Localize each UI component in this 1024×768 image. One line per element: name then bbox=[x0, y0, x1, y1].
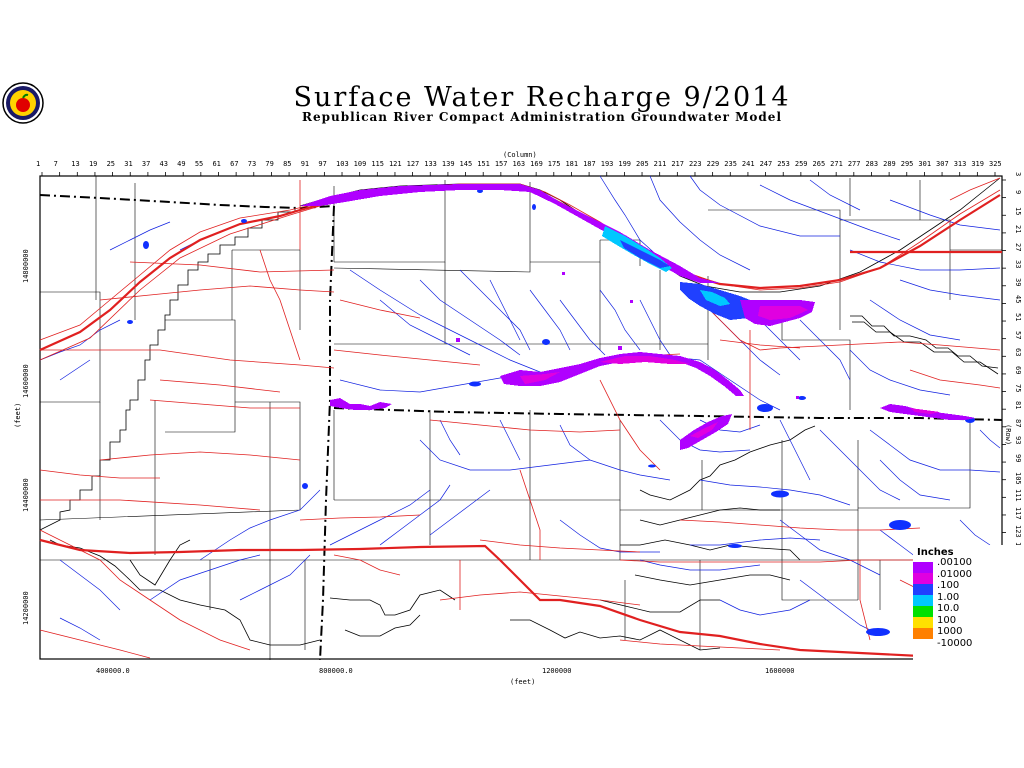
column-tick-label: 7 bbox=[53, 160, 58, 168]
column-tick-label: 61 bbox=[212, 160, 221, 168]
column-tick-label: 43 bbox=[159, 160, 168, 168]
column-tick-label: 169 bbox=[530, 160, 543, 168]
column-tick-label: 109 bbox=[353, 160, 367, 168]
column-tick-label: 31 bbox=[124, 160, 133, 168]
map-title: Surface Water Recharge 9/2014 bbox=[293, 82, 791, 113]
legend-title: Inches bbox=[917, 547, 954, 558]
apple-seal-icon bbox=[2, 82, 44, 124]
column-tick-label: 313 bbox=[953, 160, 967, 168]
legend-swatch bbox=[913, 573, 933, 584]
column-tick-label: 301 bbox=[918, 160, 932, 168]
column-tick-label: 67 bbox=[230, 160, 239, 168]
legend-swatch bbox=[913, 628, 933, 639]
column-tick-label: 73 bbox=[247, 160, 257, 168]
column-tick-label: 163 bbox=[512, 160, 526, 168]
column-tick-label: 157 bbox=[494, 160, 508, 168]
recharge-zone-north-channel bbox=[300, 184, 720, 283]
column-tick-label: 235 bbox=[724, 160, 737, 168]
column-tick-label: 187 bbox=[583, 160, 596, 168]
legend-label: .100 bbox=[937, 580, 960, 591]
column-tick-label: 277 bbox=[847, 160, 861, 168]
column-tick-label: 265 bbox=[812, 160, 826, 168]
column-tick-label: 19 bbox=[88, 160, 98, 168]
legend-label: 1.00 bbox=[937, 591, 960, 603]
recharge-cells bbox=[300, 184, 975, 450]
column-tick-label: 217 bbox=[671, 160, 684, 168]
x-tick-label: 800000.0 bbox=[319, 667, 353, 675]
legend-label: 100 bbox=[937, 614, 957, 626]
column-tick-label: 271 bbox=[830, 160, 843, 168]
legend-swatch bbox=[913, 584, 933, 595]
column-tick-label: 1 bbox=[36, 160, 41, 168]
x-tick-label: 1600000 bbox=[765, 667, 795, 675]
legend-swatch bbox=[913, 562, 933, 573]
column-tick-label: 127 bbox=[406, 160, 420, 168]
column-tick-label: 319 bbox=[971, 160, 984, 168]
legend-swatch bbox=[913, 606, 933, 617]
legend-swatch bbox=[913, 595, 933, 606]
legend: Inches .00100.01000.100 1.00 10.0 100 1000 -1… bbox=[913, 545, 1023, 660]
column-tick-label: 253 bbox=[777, 160, 790, 168]
legend-swatch bbox=[913, 617, 933, 628]
column-tick-label: 85 bbox=[283, 160, 292, 168]
column-tick-label: 199 bbox=[618, 160, 632, 168]
column-tick-label: 151 bbox=[477, 160, 490, 168]
legend-label: .01000 bbox=[937, 568, 972, 580]
column-tick-label: 325 bbox=[989, 160, 1002, 168]
column-tick-label: 121 bbox=[388, 160, 402, 168]
column-tick-label: 103 bbox=[336, 160, 349, 168]
column-tick-label: 193 bbox=[600, 160, 614, 168]
column-tick-label: 259 bbox=[794, 160, 808, 168]
column-tick-label: 139 bbox=[441, 160, 455, 168]
column-tick-label: 49 bbox=[177, 160, 186, 168]
column-tick-row: 1 7 13 19 25 31 37 43 49 55 61 67 73 79 85 91 97 103 109 11… bbox=[0, 160, 1024, 172]
legend-labels: .00100.01000.100 1.00 10.0 100 1000 -10000 bbox=[937, 557, 972, 649]
legend-swatches bbox=[913, 562, 933, 639]
column-tick-label: 181 bbox=[565, 160, 579, 168]
legend-label: .00100 bbox=[937, 557, 972, 568]
legend-label: 1000 bbox=[937, 626, 963, 637]
legend-label: -10000 bbox=[937, 637, 973, 649]
column-tick-label: 223 bbox=[688, 160, 702, 168]
column-tick-marks bbox=[41, 172, 996, 176]
column-tick-label: 289 bbox=[883, 160, 896, 168]
column-tick-label: 283 bbox=[865, 160, 879, 168]
map-subtitle: Republican River Compact Administration … bbox=[301, 110, 782, 124]
column-tick-label: 211 bbox=[653, 160, 667, 168]
x-axis-unit: (feet) bbox=[510, 678, 536, 686]
map-frame bbox=[39, 175, 1003, 660]
column-tick-label: 79 bbox=[265, 160, 274, 168]
column-tick-label: 175 bbox=[547, 160, 561, 168]
column-tick-label: 91 bbox=[300, 160, 310, 168]
column-tick-label: 295 bbox=[900, 160, 914, 168]
column-tick-label: 97 bbox=[318, 160, 327, 168]
column-tick-label: 307 bbox=[936, 160, 949, 168]
column-tick-label: 55 bbox=[194, 160, 204, 168]
column-tick-label: 205 bbox=[636, 160, 649, 168]
column-tick-label: 229 bbox=[706, 160, 720, 168]
x-tick-label: 400000.0 bbox=[96, 667, 130, 675]
legend-label: 10.0 bbox=[937, 603, 960, 614]
column-tick-label: 241 bbox=[741, 160, 755, 168]
column-axis-title: (Column) bbox=[503, 151, 537, 159]
column-tick-label: 37 bbox=[141, 160, 151, 168]
stream-network bbox=[39, 175, 1001, 641]
reservoirs bbox=[127, 189, 975, 636]
column-tick-label: 115 bbox=[371, 160, 384, 168]
x-tick-label: 1200000 bbox=[542, 667, 572, 675]
column-tick-label: 145 bbox=[459, 160, 473, 168]
column-tick-label: 25 bbox=[106, 160, 116, 168]
column-tick-label: 247 bbox=[759, 160, 773, 168]
column-tick-label: 13 bbox=[71, 160, 80, 168]
column-tick-label: 133 bbox=[424, 160, 437, 168]
